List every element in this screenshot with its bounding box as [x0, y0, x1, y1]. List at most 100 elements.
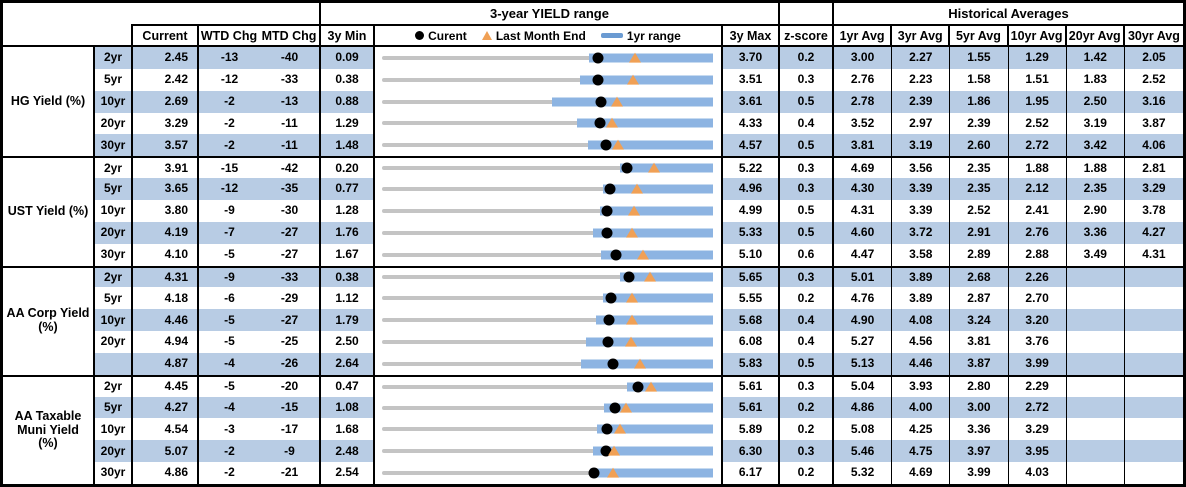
cell-avg-30yr — [1124, 440, 1183, 463]
cell-current: 3.29 — [133, 112, 199, 135]
cell-current: 4.31 — [133, 265, 199, 288]
cell-avg-30yr — [1125, 331, 1183, 353]
last-month-end-triangle — [627, 205, 640, 216]
cell-zscore: 0.2 — [780, 418, 834, 441]
cell-3y-min: 0.09 — [321, 47, 375, 69]
cell-wtd-chg: -3 — [224, 421, 235, 436]
one-year-range-bar — [593, 446, 713, 456]
cell-avg-3yr: 4.56 — [892, 331, 951, 353]
cell-avg-20yr: 3.42 — [1066, 134, 1125, 157]
last-month-end-triangle — [611, 96, 624, 107]
historical-averages-title: Historical Averages — [948, 6, 1069, 21]
cell-current: 4.18 — [133, 287, 199, 310]
range-strip-cell — [375, 134, 723, 157]
cell-3y-min: 1.29 — [321, 112, 375, 135]
cell-tenor — [95, 352, 133, 375]
cell-wtd-chg: -2 — [199, 134, 260, 157]
one-year-range-bar — [579, 75, 713, 85]
cell-avg-5yr: 3.81 — [950, 331, 1009, 353]
cell-avg-30yr: 3.16 — [1124, 90, 1183, 113]
cell-avg-10yr: 3.95 — [1008, 440, 1067, 463]
cell-mtd-chg: -40 — [260, 47, 321, 69]
cell-avg-20yr: 3.36 — [1066, 221, 1125, 244]
cell-tenor: 30yr — [95, 462, 133, 484]
cell-avg-20yr: 1.42 — [1066, 47, 1125, 69]
range-track — [382, 358, 713, 370]
current-dot — [594, 117, 606, 129]
col-header-20yr-avg: 20yr Avg — [1066, 24, 1125, 47]
cell-tenor: 10yr — [95, 90, 133, 113]
cell-avg-10yr: 3.20 — [1008, 309, 1067, 332]
header-left-empty — [3, 24, 133, 47]
cell-avg-10yr: 1.88 — [1008, 156, 1067, 179]
cell-wtd-chg: -2 — [224, 115, 235, 130]
cell-wtd-chg: -13 — [199, 47, 260, 69]
range-track — [382, 381, 713, 393]
current-dot — [601, 227, 613, 239]
cell-avg-1yr: 4.31 — [834, 199, 893, 222]
cell-current: 4.86 — [133, 462, 199, 484]
cell-avg-10yr: 3.29 — [1009, 418, 1067, 441]
cell-wtd-chg: -4 — [199, 396, 260, 419]
cell-avg-10yr: 2.41 — [1009, 199, 1067, 222]
cell-current: 3.80 — [133, 199, 199, 222]
cell-zscore: 0.5 — [780, 199, 834, 222]
cell-avg-30yr — [1125, 287, 1183, 309]
cell-3y-min: 2.64 — [321, 352, 375, 375]
cell-avg-20yr — [1066, 265, 1125, 288]
range-track — [382, 292, 713, 304]
last-month-end-triangle — [608, 445, 621, 456]
range-track — [382, 336, 713, 348]
cell-avg-20yr: 2.90 — [1067, 199, 1125, 222]
current-dot — [600, 139, 612, 151]
cell-3y-max: 5.68 — [723, 309, 780, 332]
cell-avg-30yr: 2.52 — [1142, 72, 1166, 87]
cell-mtd-chg: -15 — [260, 396, 321, 419]
cell-tenor: 2yr — [95, 265, 133, 288]
cell-3y-min: 0.38 — [321, 265, 375, 288]
cell-avg-3yr: 4.00 — [892, 396, 951, 419]
cell-zscore: 0.4 — [780, 331, 834, 353]
cell-wtd-chg: -5 — [199, 309, 260, 332]
cell-tenor: 20yr — [95, 440, 133, 463]
current-dot — [601, 423, 613, 435]
cell-wtd-chg: -2 — [199, 90, 260, 113]
one-year-range-bar — [627, 382, 713, 392]
cell-avg-5yr: 3.97 — [950, 440, 1009, 463]
last-month-end-triangle — [631, 183, 644, 194]
col-header-wtd: WTD Chg — [200, 28, 258, 43]
cell-zscore: 0.5 — [780, 90, 834, 113]
range-track — [382, 445, 713, 457]
one-year-range-bar — [576, 118, 713, 128]
cell-current: 4.94 — [133, 331, 199, 353]
range-strip-cell — [375, 156, 723, 179]
col-header-current: Current — [133, 24, 199, 47]
cell-3y-max: 4.57 — [723, 134, 780, 157]
cell-tenor: 5yr — [95, 396, 133, 419]
current-dot — [621, 162, 633, 174]
zscore-top-spacer — [780, 3, 834, 24]
cell-avg-1yr: 5.08 — [834, 418, 893, 441]
cell-tenor: 10yr — [95, 309, 133, 332]
cell-zscore: 0.4 — [780, 309, 834, 332]
cell-wtd-chg: -4 — [199, 352, 260, 375]
last-month-end-triangle — [643, 272, 656, 283]
one-year-range-bar — [597, 424, 713, 434]
cell-3y-min: 1.68 — [321, 418, 375, 441]
cell-avg-3yr: 3.72 — [892, 221, 951, 244]
cell-wtd-chg: -6 — [224, 290, 235, 305]
cell-current: 2.42 — [133, 68, 199, 91]
cell-3y-max: 5.22 — [723, 156, 780, 179]
cell-tenor: 30yr — [95, 243, 133, 266]
cell-3y-max: 4.99 — [723, 199, 780, 222]
cell-avg-1yr: 4.69 — [834, 156, 893, 179]
cell-avg-20yr: 1.88 — [1066, 156, 1125, 179]
col-header-3y-max: 3y Max — [723, 24, 780, 47]
group-label: AA Corp Yield (%) — [3, 265, 95, 375]
cell-tenor: 5yr — [95, 178, 133, 200]
cell-avg-10yr: 2.29 — [1008, 374, 1067, 397]
current-dot — [609, 402, 621, 414]
cell-avg-1yr: 2.76 — [834, 68, 893, 91]
cell-mtd-chg: -17 — [260, 418, 321, 441]
range-strip-cell — [375, 440, 723, 463]
